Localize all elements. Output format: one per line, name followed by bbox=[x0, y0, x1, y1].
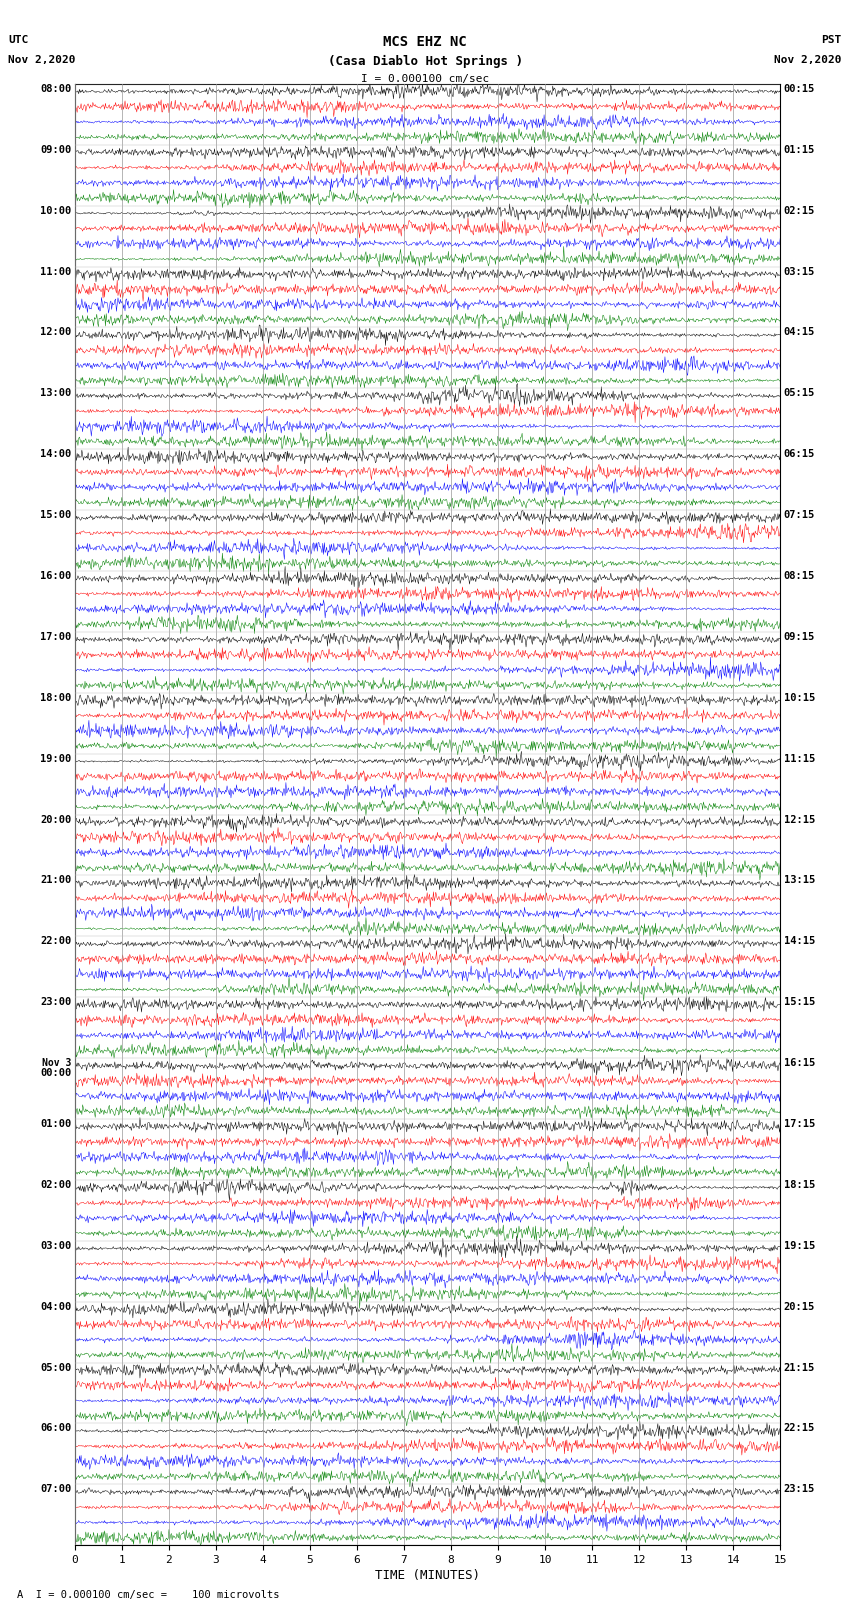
Text: 13:15: 13:15 bbox=[784, 876, 815, 886]
Text: 01:00: 01:00 bbox=[40, 1119, 71, 1129]
Text: 17:15: 17:15 bbox=[784, 1119, 815, 1129]
Text: 09:00: 09:00 bbox=[40, 145, 71, 155]
Text: I = 0.000100 cm/sec: I = 0.000100 cm/sec bbox=[361, 74, 489, 84]
Text: 18:00: 18:00 bbox=[40, 694, 71, 703]
Text: 09:15: 09:15 bbox=[784, 632, 815, 642]
Text: 11:00: 11:00 bbox=[40, 266, 71, 276]
Text: 11:15: 11:15 bbox=[784, 753, 815, 763]
Text: A  I = 0.000100 cm/sec =    100 microvolts: A I = 0.000100 cm/sec = 100 microvolts bbox=[17, 1590, 280, 1600]
Text: 12:00: 12:00 bbox=[40, 327, 71, 337]
Text: PST: PST bbox=[821, 35, 842, 45]
Text: 00:15: 00:15 bbox=[784, 84, 815, 94]
Text: 08:15: 08:15 bbox=[784, 571, 815, 581]
Text: 17:00: 17:00 bbox=[40, 632, 71, 642]
Text: 13:00: 13:00 bbox=[40, 389, 71, 398]
Text: 08:00: 08:00 bbox=[40, 84, 71, 94]
Text: 05:15: 05:15 bbox=[784, 389, 815, 398]
Text: 05:00: 05:00 bbox=[40, 1363, 71, 1373]
Text: 23:00: 23:00 bbox=[40, 997, 71, 1007]
Text: 21:15: 21:15 bbox=[784, 1363, 815, 1373]
Text: 10:15: 10:15 bbox=[784, 694, 815, 703]
Text: 01:15: 01:15 bbox=[784, 145, 815, 155]
Text: 21:00: 21:00 bbox=[40, 876, 71, 886]
Text: 04:15: 04:15 bbox=[784, 327, 815, 337]
Text: 02:00: 02:00 bbox=[40, 1181, 71, 1190]
Text: 19:15: 19:15 bbox=[784, 1240, 815, 1250]
Text: 19:00: 19:00 bbox=[40, 753, 71, 763]
Text: 02:15: 02:15 bbox=[784, 206, 815, 216]
Text: 23:15: 23:15 bbox=[784, 1484, 815, 1494]
X-axis label: TIME (MINUTES): TIME (MINUTES) bbox=[375, 1569, 480, 1582]
Text: 14:00: 14:00 bbox=[40, 448, 71, 460]
Text: 06:00: 06:00 bbox=[40, 1424, 71, 1434]
Text: 04:00: 04:00 bbox=[40, 1302, 71, 1311]
Text: 14:15: 14:15 bbox=[784, 936, 815, 947]
Text: 00:00: 00:00 bbox=[40, 1068, 71, 1079]
Text: 12:15: 12:15 bbox=[784, 815, 815, 824]
Text: MCS EHZ NC: MCS EHZ NC bbox=[383, 35, 467, 50]
Text: 16:15: 16:15 bbox=[784, 1058, 815, 1068]
Text: 20:15: 20:15 bbox=[784, 1302, 815, 1311]
Text: 18:15: 18:15 bbox=[784, 1181, 815, 1190]
Text: 10:00: 10:00 bbox=[40, 206, 71, 216]
Text: 16:00: 16:00 bbox=[40, 571, 71, 581]
Text: (Casa Diablo Hot Springs ): (Casa Diablo Hot Springs ) bbox=[327, 55, 523, 68]
Text: UTC: UTC bbox=[8, 35, 29, 45]
Text: 03:15: 03:15 bbox=[784, 266, 815, 276]
Text: 03:00: 03:00 bbox=[40, 1240, 71, 1250]
Text: 07:00: 07:00 bbox=[40, 1484, 71, 1494]
Text: 07:15: 07:15 bbox=[784, 510, 815, 519]
Text: 22:00: 22:00 bbox=[40, 936, 71, 947]
Text: 15:15: 15:15 bbox=[784, 997, 815, 1007]
Text: Nov 2,2020: Nov 2,2020 bbox=[8, 55, 76, 65]
Text: 22:15: 22:15 bbox=[784, 1424, 815, 1434]
Text: Nov 3: Nov 3 bbox=[42, 1058, 71, 1068]
Text: 20:00: 20:00 bbox=[40, 815, 71, 824]
Text: 15:00: 15:00 bbox=[40, 510, 71, 519]
Text: Nov 2,2020: Nov 2,2020 bbox=[774, 55, 842, 65]
Text: 06:15: 06:15 bbox=[784, 448, 815, 460]
